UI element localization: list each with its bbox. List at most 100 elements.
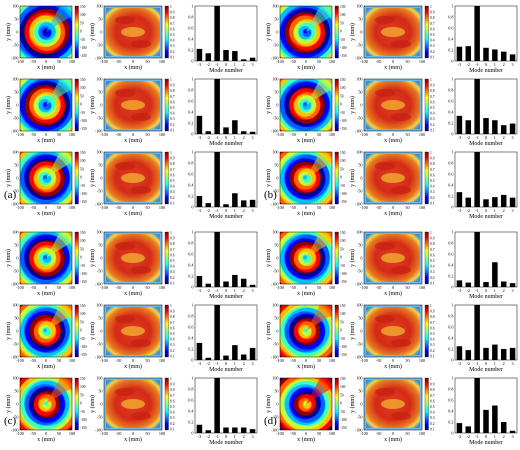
amplitude-xtick-label: 0: [132, 59, 134, 64]
phase-xtick-label: 50: [57, 59, 61, 64]
amplitude-ylabel: y (mm): [349, 169, 356, 187]
histogram-xtick-label: 0: [485, 434, 487, 439]
amplitude-colorbar-tick: 0.4: [170, 39, 175, 43]
phase-colorbar-tick: -50: [80, 38, 85, 42]
amplitude-xtick-label: -100: [360, 59, 368, 64]
amplitude-ytick-label: -50: [97, 342, 103, 347]
amplitude-ytick-label: -50: [357, 189, 363, 194]
amplitude-colorbar-tick: 0.2: [430, 196, 435, 200]
amplitude-xtick-label: 0: [132, 285, 134, 290]
phase-ytick-label: 0: [16, 176, 18, 181]
amplitude-colorbar-tick: 0.4: [170, 338, 175, 342]
amplitude-colorbar-tick: 0.1: [430, 55, 435, 59]
phase-colorbar: [334, 377, 339, 431]
amplitude-lobe: [375, 16, 395, 24]
amplitude-xtick-label: -50: [376, 205, 382, 210]
amplitude-colorbar: [424, 151, 429, 205]
histogram-ytick-label: 0.2: [188, 274, 193, 279]
phase-spiral: [280, 6, 332, 58]
amplitude-xtick-label: 100: [159, 285, 165, 290]
amplitude-ytick-label: 0: [360, 256, 362, 261]
phase-colorbar-tick: 50: [340, 94, 344, 98]
amplitude-ytick-label: 0: [360, 402, 362, 407]
amplitude-ytick-label: 0: [360, 176, 362, 181]
phase-xtick-label: -50: [30, 59, 36, 64]
amplitude-ytick-label: -100: [355, 428, 363, 433]
phase-ytick-label: -50: [13, 415, 19, 420]
amplitude-colorbar-tick: 0.4: [430, 39, 435, 43]
amplitude-map: 100 50 0 -50 -100-100 -50 0 50 100 x (mm) y (mm): [349, 77, 425, 145]
phase-xlabel: x (mm): [37, 290, 55, 297]
phase-ytick-label: 100: [12, 77, 18, 82]
histogram-bar: [465, 197, 472, 207]
amplitude-xtick-label: -100: [100, 358, 108, 363]
amplitude-lobe: [115, 388, 135, 396]
phase-xtick-label: 0: [305, 205, 307, 210]
histogram-xtick-label: -1: [215, 434, 219, 439]
amplitude-ytick-label: 50: [98, 90, 102, 95]
amplitude-xlabel: x (mm): [384, 210, 402, 217]
histogram-ytick-label: 0: [191, 358, 193, 363]
amplitude-colorbar-tick: 0.2: [170, 422, 175, 426]
amplitude-colorbar-tick: 0.3: [430, 416, 435, 420]
histogram-ytick-label: 0.8: [188, 314, 193, 319]
amplitude-xtick-label: 50: [405, 59, 409, 64]
histogram-bar: [249, 347, 256, 360]
histogram-ytick-label: 0.8: [448, 88, 453, 93]
amplitude-xlabel: x (mm): [124, 290, 142, 297]
histogram-xtick-label: -2: [467, 62, 471, 67]
amplitude-ytick-label: 100: [356, 230, 362, 235]
amplitude-colorbar-tick: 0.3: [430, 270, 435, 274]
amplitude-colorbar: [164, 377, 169, 431]
amplitude-xtick-label: -50: [376, 59, 382, 64]
histogram-bar: [509, 197, 516, 207]
amplitude-colorbar-tick: 0.6: [430, 326, 435, 330]
phase-colorbar-tick: 100: [340, 239, 346, 243]
histogram-xtick-label: -3: [198, 434, 202, 439]
phase-ylabel: y (mm): [5, 23, 12, 41]
amplitude-xlabel: x (mm): [124, 210, 142, 217]
phase-xtick-label: 100: [329, 205, 335, 210]
amplitude-xtick-label: -100: [360, 205, 368, 210]
amplitude-ytick-label: -100: [95, 355, 103, 360]
histogram-frame: [454, 231, 518, 288]
amplitude-xtick-label: 0: [392, 285, 394, 290]
amplitude-center-band: [121, 399, 145, 409]
phase-spiral: [20, 378, 72, 430]
phase-colorbar-tick: 0: [340, 30, 342, 34]
amplitude-frame: [363, 151, 423, 205]
amplitude-colorbar-tick: 0.3: [430, 44, 435, 48]
amplitude-ytick-label: 100: [96, 4, 102, 9]
phase-colorbar-tick: 50: [340, 393, 344, 397]
phase-ytick-label: 50: [274, 243, 278, 248]
histogram-xtick-label: 1: [234, 208, 236, 213]
phase-xlabel: x (mm): [297, 290, 315, 297]
phase-colorbar-tick: -50: [80, 264, 85, 268]
amplitude-ytick-label: 50: [98, 17, 102, 22]
phase-discontinuity: [46, 79, 72, 105]
amplitude-xtick-label: 100: [159, 205, 165, 210]
histogram-xtick-label: 1: [234, 62, 236, 67]
amplitude-ytick-label: -50: [97, 189, 103, 194]
phase-colorbar-tick: 50: [80, 94, 84, 98]
phase-ytick-label: -100: [271, 428, 279, 433]
amplitude-xtick-label: 50: [145, 132, 149, 137]
histogram-xtick-label: -2: [207, 135, 211, 140]
phase-spiral: [20, 6, 72, 58]
phase-ring: [43, 102, 48, 107]
amplitude-ytick-label: 50: [358, 90, 362, 95]
histogram-ytick-label: 0: [191, 285, 193, 290]
amplitude-colorbar-tick: 0.8: [170, 162, 175, 166]
histogram-xtick-label: 0: [485, 288, 487, 293]
amplitude-frame: [103, 231, 163, 285]
amplitude-xtick-label: 50: [405, 358, 409, 363]
phase-ytick-label: -100: [271, 56, 279, 61]
phase-discontinuity: [46, 6, 72, 32]
amplitude-colorbar-tick: 0.3: [170, 44, 175, 48]
phase-colorbar-tick: 100: [80, 86, 86, 90]
amplitude-colorbar-tick: 0.5: [170, 405, 175, 409]
histogram-ytick-label: 0.4: [448, 336, 454, 341]
histogram-ytick-label: 0.8: [188, 161, 193, 166]
histogram-ytick-label: 0: [451, 59, 453, 64]
